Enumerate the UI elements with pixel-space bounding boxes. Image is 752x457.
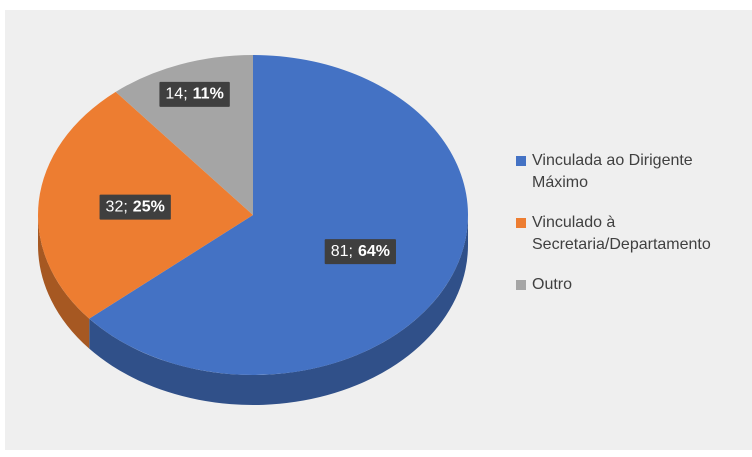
data-label-percent: 25% [133, 199, 165, 216]
legend: Vinculada ao Dirigente Máximo Vinculado à… [516, 150, 736, 314]
data-label-count: 14; [165, 86, 187, 103]
data-label-box [159, 81, 230, 107]
legend-swatch [516, 218, 526, 228]
data-label-percent: 64% [358, 243, 390, 260]
data-label-percent: 11% [193, 86, 224, 103]
legend-item: Vinculada ao Dirigente Máximo [516, 150, 736, 194]
data-label-count: 32; [106, 199, 128, 216]
data-label: 32; 25% [99, 194, 171, 220]
data-label-text: 14; 11% [165, 86, 223, 103]
data-label: 14; 11% [159, 81, 230, 107]
legend-label: Vinculada ao Dirigente Máximo [532, 152, 693, 191]
legend-label: Vinculado à Secretaria/Departamento [532, 214, 711, 253]
data-label: 81; 64% [324, 239, 396, 265]
legend-swatch [516, 280, 526, 290]
data-label-box [324, 239, 396, 265]
slice-side [38, 215, 90, 349]
slice [89, 55, 468, 375]
legend-swatch [516, 156, 526, 166]
data-label-text: 81; 64% [331, 243, 390, 260]
slice-side [89, 215, 469, 405]
data-label-count: 81; [331, 243, 353, 260]
legend-label: Outro [532, 276, 573, 293]
legend-item: Outro [516, 274, 736, 296]
data-label-text: 32; 25% [106, 199, 165, 216]
legend-item: Vinculado à Secretaria/Departamento [516, 212, 736, 256]
data-label-box [99, 194, 171, 220]
